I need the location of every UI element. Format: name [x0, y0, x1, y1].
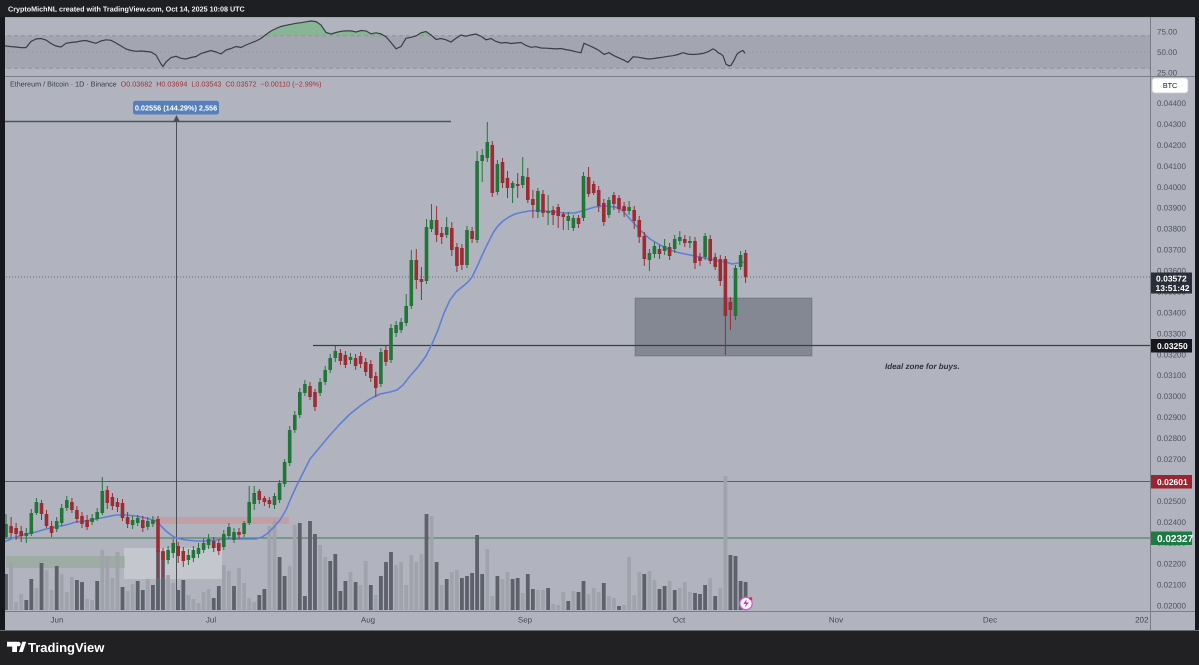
- svg-text:Aug: Aug: [361, 616, 375, 625]
- svg-text:0.03900: 0.03900: [1157, 204, 1186, 213]
- svg-text:0.02800: 0.02800: [1157, 434, 1186, 443]
- svg-text:0.04200: 0.04200: [1157, 141, 1186, 150]
- svg-text:0.04100: 0.04100: [1157, 162, 1186, 171]
- svg-text:0.04400: 0.04400: [1157, 99, 1186, 108]
- svg-text:0.02601: 0.02601: [1157, 477, 1188, 487]
- svg-text:Jun: Jun: [51, 616, 64, 625]
- svg-text:0.03100: 0.03100: [1157, 371, 1186, 380]
- svg-text:25.00: 25.00: [1157, 68, 1178, 77]
- svg-text:0.02556 (144.29%) 2,556: 0.02556 (144.29%) 2,556: [135, 103, 217, 112]
- svg-text:0.03600: 0.03600: [1157, 267, 1186, 276]
- svg-text:Sep: Sep: [518, 616, 533, 625]
- svg-text:0.03000: 0.03000: [1157, 392, 1186, 401]
- svg-text:CryptoMichNL created with Trad: CryptoMichNL created with TradingView.co…: [8, 4, 245, 13]
- svg-text:Ideal zone for buys.: Ideal zone for buys.: [885, 362, 960, 371]
- svg-text:0.02100: 0.02100: [1157, 581, 1186, 590]
- svg-text:0.03250: 0.03250: [1157, 341, 1188, 351]
- svg-text:Nov: Nov: [829, 616, 843, 625]
- svg-text:Ethereum / Bitcoin · 1D · Bina: Ethereum / Bitcoin · 1D · Binance O0.036…: [10, 80, 322, 89]
- svg-text:0.04000: 0.04000: [1157, 183, 1186, 192]
- svg-text:0.03400: 0.03400: [1157, 308, 1186, 317]
- svg-text:13:51:42: 13:51:42: [1156, 283, 1190, 293]
- svg-text:Jul: Jul: [206, 616, 216, 625]
- svg-text:TradingView: TradingView: [28, 640, 105, 655]
- svg-text:0.03800: 0.03800: [1157, 225, 1186, 234]
- svg-text:0.02400: 0.02400: [1157, 518, 1186, 527]
- svg-text:0.03200: 0.03200: [1157, 350, 1186, 359]
- svg-text:Dec: Dec: [983, 616, 997, 625]
- svg-text:0.04300: 0.04300: [1157, 120, 1186, 129]
- svg-text:0.02900: 0.02900: [1157, 413, 1186, 422]
- svg-text:0.03572: 0.03572: [1156, 274, 1187, 284]
- svg-text:50.00: 50.00: [1157, 48, 1178, 57]
- svg-text:0.02327: 0.02327: [1157, 534, 1194, 545]
- svg-text:0.03700: 0.03700: [1157, 246, 1186, 255]
- svg-text:75.00: 75.00: [1157, 28, 1178, 37]
- svg-text:0.02000: 0.02000: [1157, 602, 1186, 611]
- svg-text:0.02500: 0.02500: [1157, 497, 1186, 506]
- svg-text:0.02200: 0.02200: [1157, 560, 1186, 569]
- svg-text:Oct: Oct: [673, 616, 686, 625]
- svg-text:BTC: BTC: [1163, 81, 1177, 90]
- svg-text:2026: 2026: [1135, 616, 1153, 625]
- svg-text:0.03300: 0.03300: [1157, 329, 1186, 338]
- svg-text:0.02700: 0.02700: [1157, 455, 1186, 464]
